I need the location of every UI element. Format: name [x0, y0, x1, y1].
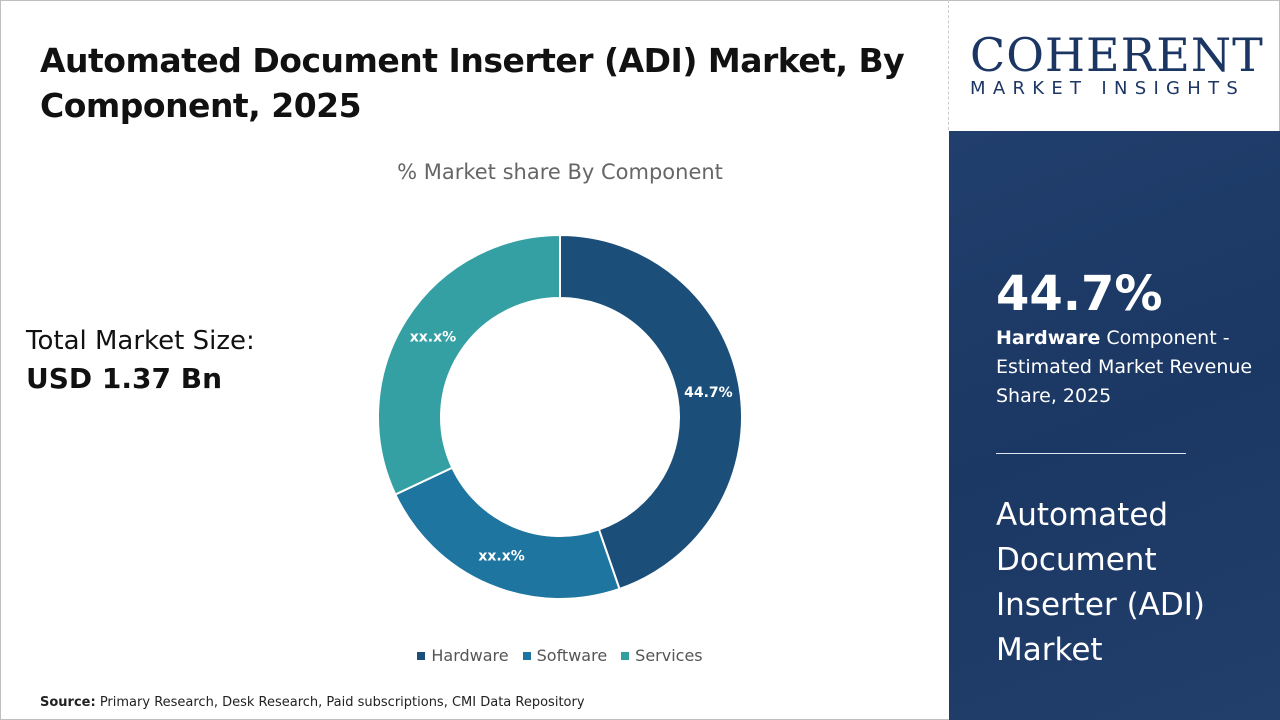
legend-item-services: Services — [621, 646, 703, 665]
legend-swatch — [417, 651, 426, 660]
legend-item-software: Software — [522, 646, 608, 665]
total-market-label: Total Market Size: — [26, 326, 255, 356]
page-title: Automated Document Inserter (ADI) Market… — [40, 41, 905, 125]
divider — [948, 0, 950, 130]
source-label: Source: — [40, 695, 96, 710]
donut-slice-services — [377, 233, 561, 496]
highlight-segment: Hardware — [996, 327, 1101, 349]
source-text: Primary Research, Desk Research, Paid su… — [95, 695, 585, 710]
legend-label: Software — [536, 646, 608, 665]
total-market-value: USD 1.37 Bn — [26, 362, 222, 395]
highlight-description: Hardware Component - Estimated Market Re… — [996, 324, 1266, 411]
chart-legend: Hardware Software Services — [300, 646, 820, 665]
logo-main-text: COHERENT — [970, 28, 1264, 82]
data-label-services: xx.x% — [410, 329, 456, 345]
donut-slice-software — [393, 466, 621, 600]
legend-swatch — [621, 651, 630, 660]
source-note: Source: Primary Research, Desk Research,… — [40, 695, 585, 710]
market-name: Automated Document Inserter (ADI) Market — [996, 497, 1205, 668]
data-label-software: xx.x% — [478, 549, 524, 565]
logo: COHERENT MARKET INSIGHTS — [950, 20, 1280, 130]
legend-label: Hardware — [431, 646, 509, 665]
donut-slice-hardware — [559, 233, 743, 591]
highlight-percent: 44.7% — [996, 266, 1163, 322]
panel-divider — [996, 453, 1186, 454]
legend-label: Services — [635, 646, 703, 665]
legend-item-hardware: Hardware — [417, 646, 509, 665]
chart-title: % Market share By Component — [397, 160, 723, 184]
data-label-hardware: 44.7% — [684, 385, 733, 401]
logo-sub-text: MARKET INSIGHTS — [970, 78, 1246, 99]
highlight-desc-text: Component - Estimated Market Revenue Sha… — [996, 327, 1253, 407]
highlight-panel: 44.7% Hardware Component - Estimated Mar… — [949, 131, 1280, 720]
legend-swatch — [522, 651, 531, 660]
